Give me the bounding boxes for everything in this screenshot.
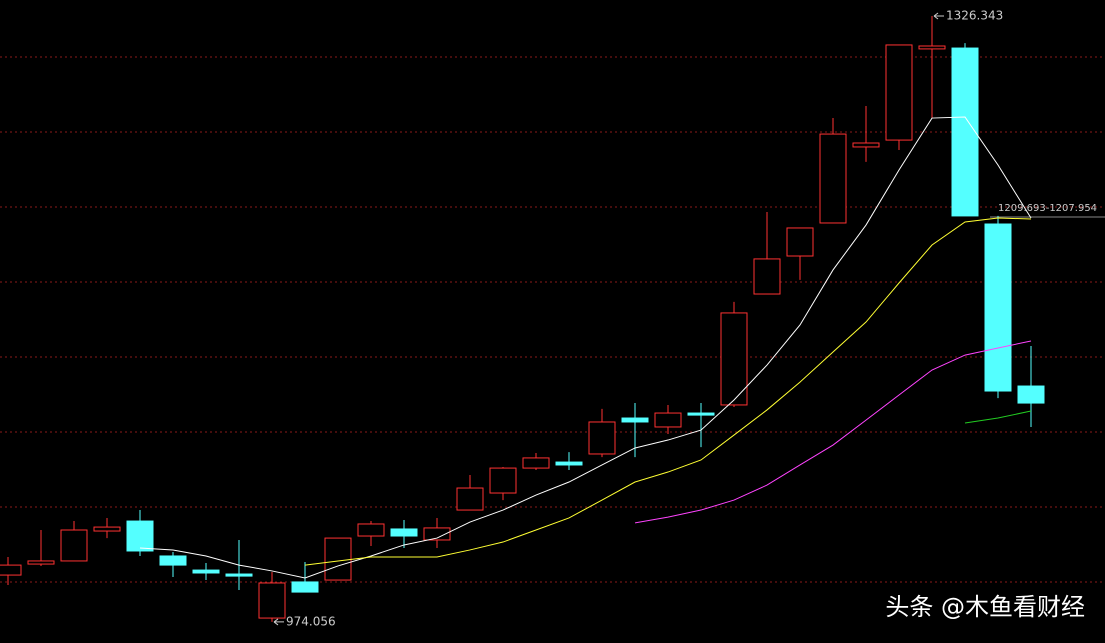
candle-body <box>555 461 583 466</box>
candle-body <box>786 227 814 257</box>
watermark: 头条 @木鱼看财经 <box>885 593 1085 621</box>
candle-body <box>225 573 253 577</box>
candle-body <box>588 421 616 455</box>
candle-body <box>852 142 880 148</box>
candle-body <box>720 312 748 406</box>
candle-body <box>819 133 847 224</box>
candle-body <box>951 47 979 217</box>
candle-body <box>192 569 220 574</box>
candle-body <box>918 45 946 50</box>
candle-body <box>357 523 385 537</box>
candle-body <box>258 582 286 619</box>
candle-body <box>522 457 550 469</box>
candle-body <box>390 528 418 537</box>
max-label: 1326.343 <box>946 8 1003 22</box>
candle-body <box>159 555 187 566</box>
ma-line <box>964 410 1032 424</box>
candle-body <box>984 223 1012 392</box>
ma-line <box>634 340 1032 524</box>
candle-body <box>456 487 484 511</box>
candle-body <box>27 560 55 565</box>
min-label: 974.056 <box>286 614 336 628</box>
candle-body <box>423 527 451 541</box>
max-arrow <box>933 12 944 20</box>
candle-body <box>753 258 781 295</box>
candle-body <box>885 44 913 141</box>
candle-body <box>126 520 154 552</box>
candle-body <box>654 412 682 428</box>
candle-body <box>60 529 88 562</box>
candle-body <box>291 581 319 593</box>
candle-body <box>93 526 121 532</box>
candle-body <box>324 537 352 581</box>
candle-body <box>621 417 649 423</box>
candle-body <box>0 564 22 576</box>
price-line-label: 1209.693-1207.954 <box>998 203 1097 214</box>
candle-body <box>1017 385 1045 404</box>
candle-body <box>489 467 517 494</box>
ma-line <box>139 116 1032 579</box>
min-arrow <box>273 618 284 626</box>
candle-body <box>687 412 715 416</box>
ma-line <box>304 217 1032 566</box>
grid <box>0 56 1105 583</box>
